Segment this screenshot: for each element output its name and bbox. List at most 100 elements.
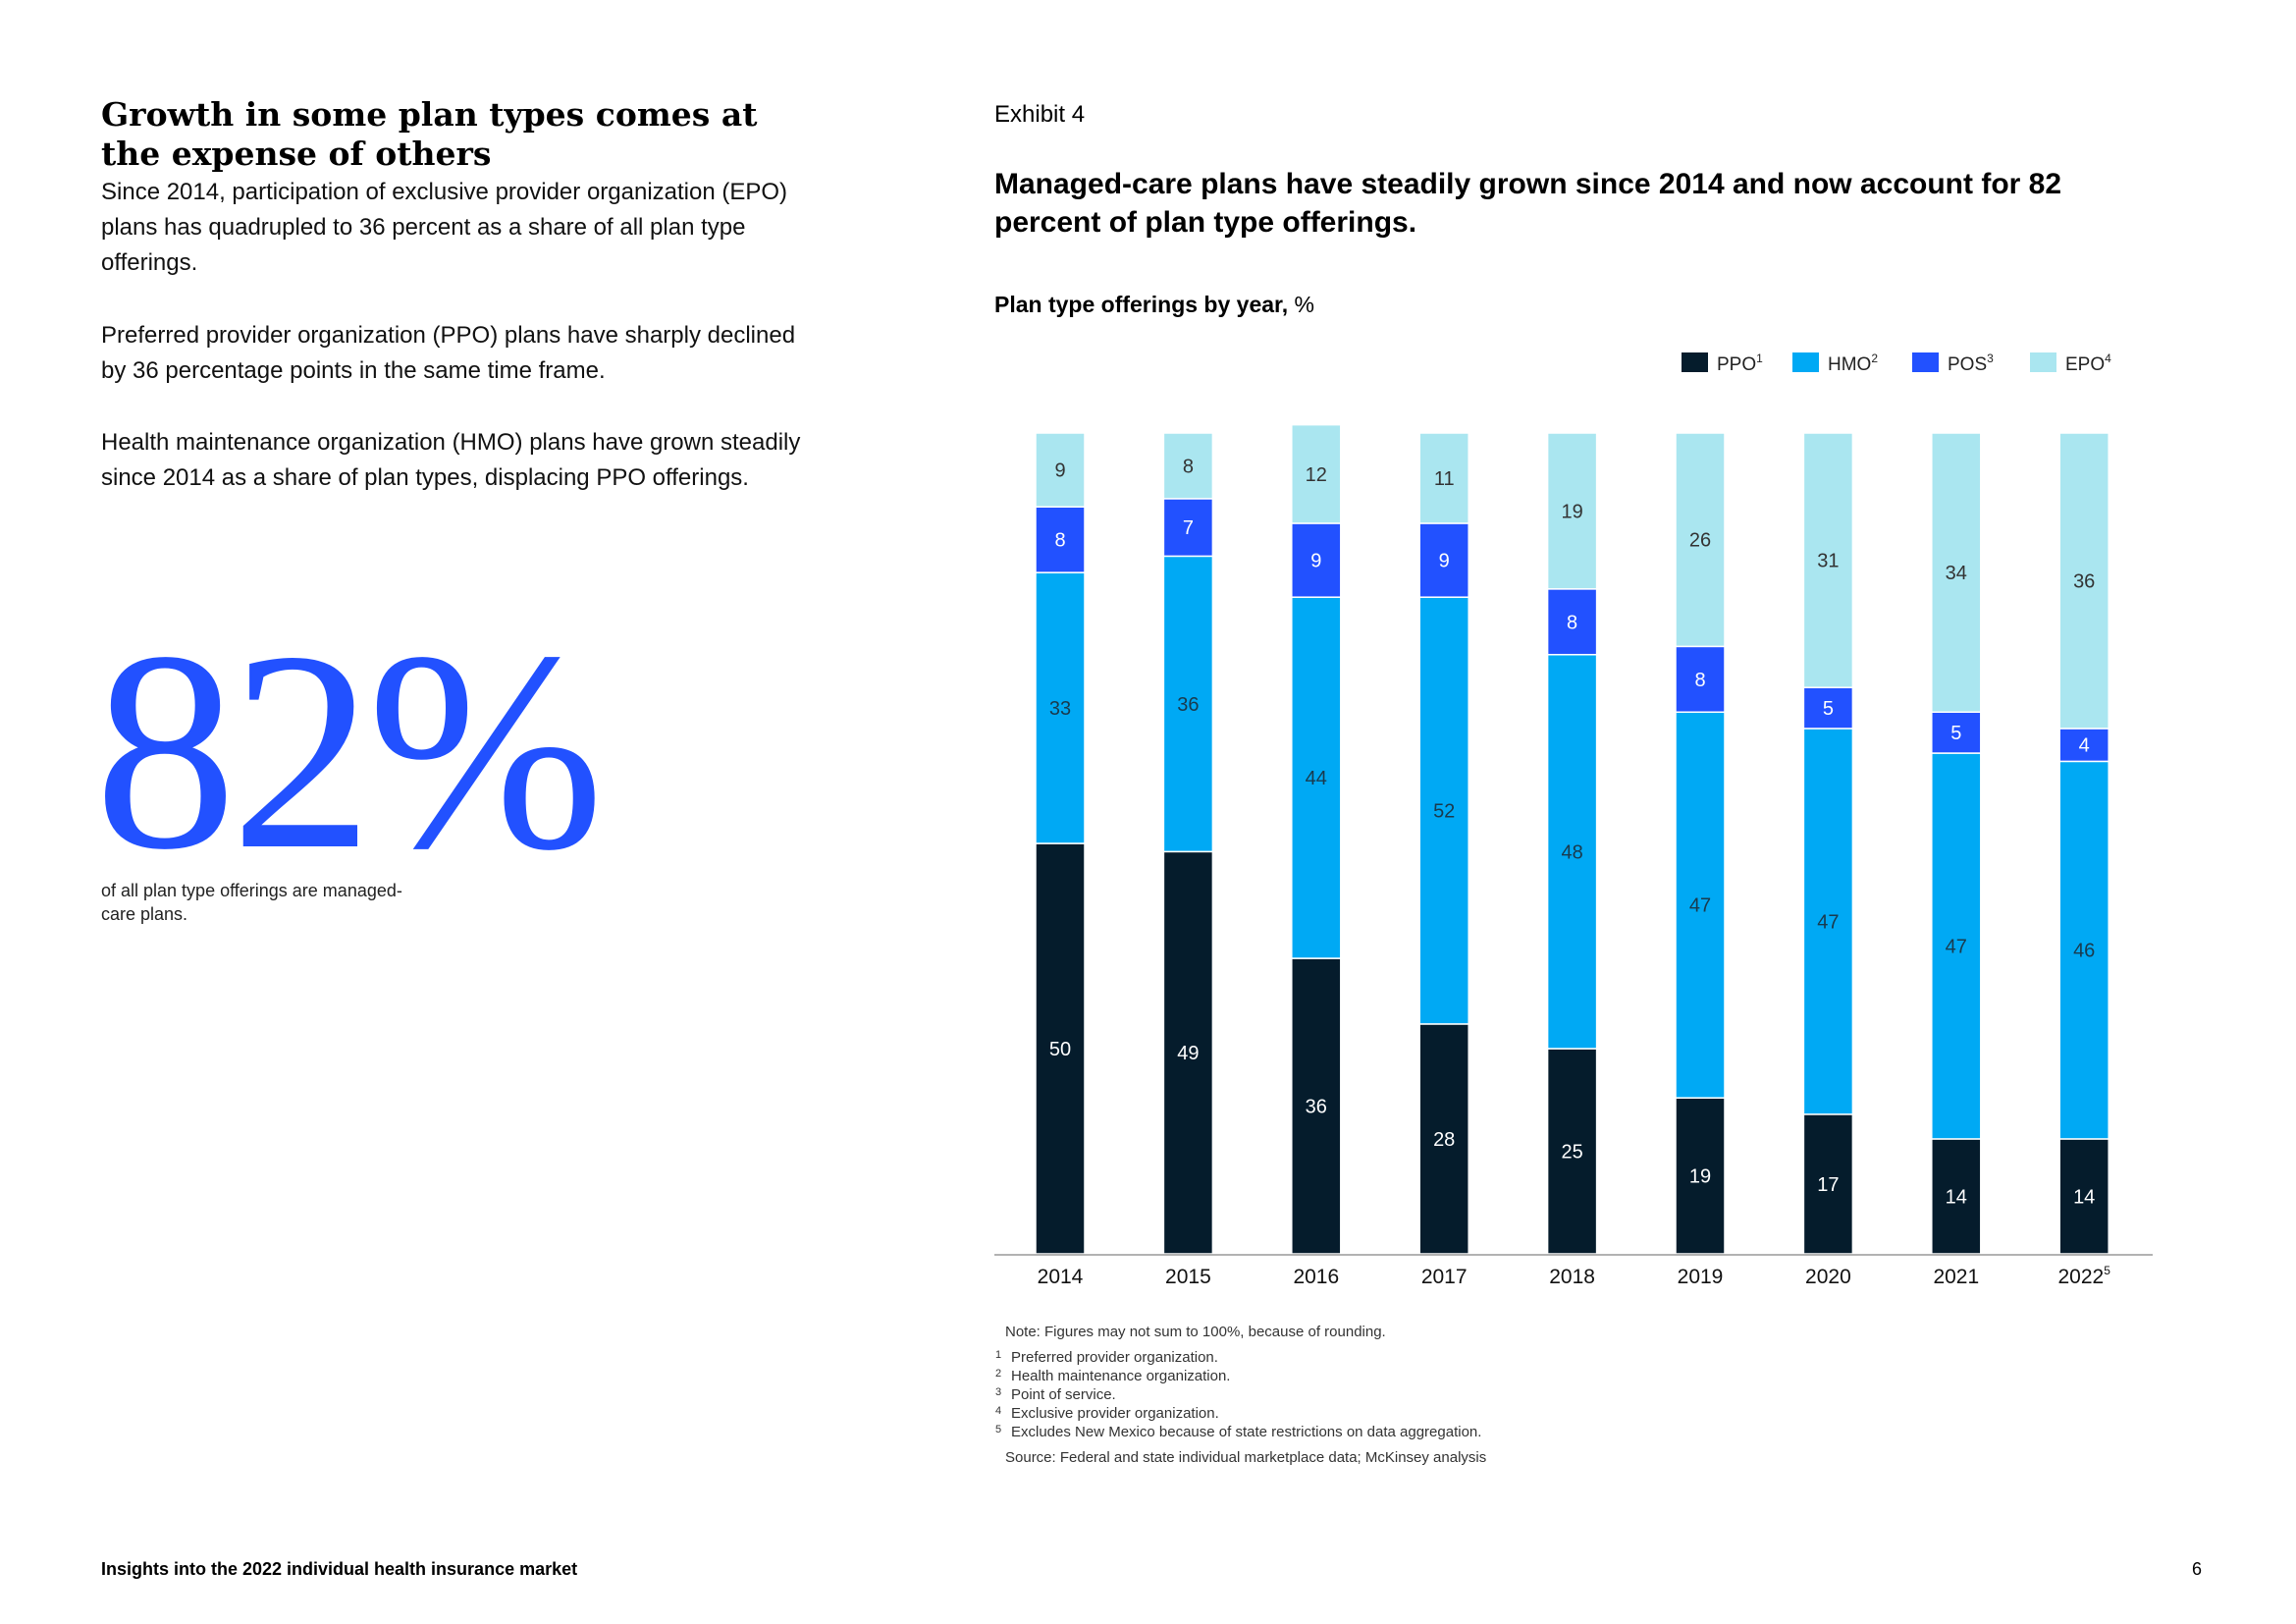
legend-swatch-epo: [2030, 352, 2056, 372]
data-label: 19: [1689, 1166, 1711, 1188]
legend-superscript: 3: [1987, 352, 1994, 365]
legend-superscript: 2: [1871, 352, 1878, 365]
data-label: 49: [1177, 1043, 1199, 1064]
footnote-number: 2: [995, 1368, 1002, 1380]
note-text: Note: Figures may not sum to 100%, becau…: [1005, 1324, 1386, 1340]
data-label: 47: [1817, 911, 1839, 933]
bar-pos-2018: [1546, 588, 1598, 656]
exhibit-label: Exhibit 4: [994, 101, 1086, 128]
data-label: 47: [1946, 937, 1967, 958]
x-tick-label: 2018: [1549, 1266, 1595, 1288]
page-number: 6: [2192, 1559, 2203, 1579]
bar-ppo-2018: [1546, 1048, 1598, 1255]
data-label: 5: [1823, 698, 1834, 720]
data-label: 47: [1689, 895, 1711, 917]
chart-subtitle-unit: %: [1294, 292, 1314, 317]
footer-title: Insights into the 2022 individual health…: [101, 1559, 578, 1579]
legend-swatch-hmo: [1792, 352, 1819, 372]
data-label: 52: [1433, 801, 1455, 823]
source-text: Source: Federal and state individual mar…: [1005, 1449, 1487, 1466]
bar-pos-2014: [1035, 506, 1086, 573]
chart-notes: Note: Figures may not sum to 100%, becau…: [995, 1323, 1977, 1467]
footnote-number: 5: [995, 1424, 1002, 1435]
data-label: 4: [2079, 735, 2090, 757]
data-label: 7: [1183, 517, 1194, 539]
x-tick-text: 2015: [1165, 1266, 1211, 1288]
legend-name: POS: [1948, 354, 1987, 375]
bar-hmo-2021: [1931, 752, 1982, 1140]
bar-ppo-2019: [1675, 1097, 1726, 1255]
data-label: 33: [1049, 698, 1071, 720]
data-label: 46: [2073, 941, 2095, 962]
x-tick-label: 2020: [1805, 1266, 1851, 1288]
data-label: 36: [1177, 694, 1199, 716]
bar-epo-2014: [1035, 432, 1086, 508]
bar-ppo-2020: [1802, 1113, 1854, 1255]
data-label: 34: [1946, 563, 1967, 584]
footnote-number: 3: [995, 1386, 1002, 1398]
bar-epo-2021: [1931, 432, 1982, 713]
legend-label-ppo: PPO1: [1717, 352, 1763, 375]
x-tick-text: 2019: [1678, 1266, 1724, 1288]
x-tick-label: 20225: [2057, 1264, 2110, 1288]
section-heading: Growth in some plan types comes at the e…: [101, 95, 758, 173]
footnote-text: Point of service.: [1011, 1386, 1116, 1403]
footnote-4: 4 Exclusive provider organization.: [995, 1404, 1977, 1423]
x-tick-label: 2014: [1038, 1266, 1084, 1288]
x-tick-label: 2019: [1678, 1266, 1724, 1288]
data-label: 26: [1689, 530, 1711, 552]
data-label: 17: [1817, 1174, 1839, 1196]
data-label: 5: [1950, 723, 1961, 744]
paragraph-hmo: Health maintenance organization (HMO) pl…: [101, 429, 801, 491]
chart-subtitle-bold: Plan type offerings by year,: [994, 292, 1289, 317]
paragraph-ppo: Preferred provider organization (PPO) pl…: [101, 322, 796, 384]
bar-pos-2017: [1418, 522, 1469, 598]
footnote-text: Health maintenance organization.: [1011, 1368, 1231, 1384]
data-label: 14: [2073, 1186, 2095, 1208]
data-label: 19: [1561, 501, 1582, 522]
bar-hmo-2017: [1418, 596, 1469, 1025]
chart-subtitle: Plan type offerings by year, %: [994, 292, 1314, 318]
footnote-text: Exclusive provider organization.: [1011, 1405, 1219, 1422]
chart-title: Managed-care plans have steadily grown s…: [994, 168, 2062, 239]
x-tick-text: 2017: [1421, 1266, 1468, 1288]
data-label: 9: [1439, 551, 1450, 572]
footnote-3: 3 Point of service.: [995, 1385, 1977, 1404]
bar-hmo-2020: [1802, 728, 1854, 1115]
legend-swatch-ppo: [1682, 352, 1708, 372]
footnote-number: 1: [995, 1349, 1002, 1361]
x-tick-label: 2016: [1293, 1266, 1339, 1288]
bar-hmo-2022: [2058, 760, 2109, 1140]
footnote-list: 1 Preferred provider organization. 2 Health…: [995, 1348, 1977, 1441]
data-label: 9: [1310, 551, 1321, 572]
bar-ppo-2021: [1931, 1138, 1982, 1255]
x-tick-text: 2021: [1933, 1266, 1979, 1288]
bar-pos-2022: [2058, 728, 2109, 763]
footnote-5: 5 Excludes New Mexico because of state re…: [995, 1423, 1977, 1441]
bar-pos-2020: [1802, 686, 1854, 730]
bar-epo-2017: [1418, 432, 1469, 524]
bar-epo-2016: [1291, 423, 1342, 524]
x-tick-label: 2017: [1421, 1266, 1468, 1288]
x-tick-superscript: 5: [2104, 1264, 2110, 1277]
data-label: 25: [1561, 1142, 1582, 1164]
legend-superscript: 1: [1756, 352, 1763, 365]
data-label: 36: [2073, 570, 2095, 592]
data-label: 8: [1054, 530, 1065, 552]
stacked-bar-chart: 5033892014493678201536449122016285291120…: [994, 352, 2153, 1288]
legend-name: HMO: [1828, 354, 1871, 375]
data-label: 14: [1946, 1186, 1967, 1208]
bar-pos-2021: [1931, 711, 1982, 754]
x-tick-text: 2014: [1038, 1266, 1084, 1288]
big-stat: 82%: [94, 593, 605, 908]
legend-swatch-pos: [1912, 352, 1939, 372]
bar-epo-2022: [2058, 432, 2109, 730]
legend-name: EPO: [2065, 354, 2105, 375]
data-label: 44: [1306, 768, 1327, 789]
legend-name: PPO: [1717, 354, 1756, 375]
data-label: 8: [1694, 670, 1705, 691]
big-stat-caption: of all plan type offerings are managed-c…: [101, 881, 402, 924]
paragraph-epo: Since 2014, participation of exclusive p…: [101, 179, 788, 276]
data-label: 12: [1306, 464, 1327, 486]
bar-epo-2015: [1162, 432, 1214, 500]
